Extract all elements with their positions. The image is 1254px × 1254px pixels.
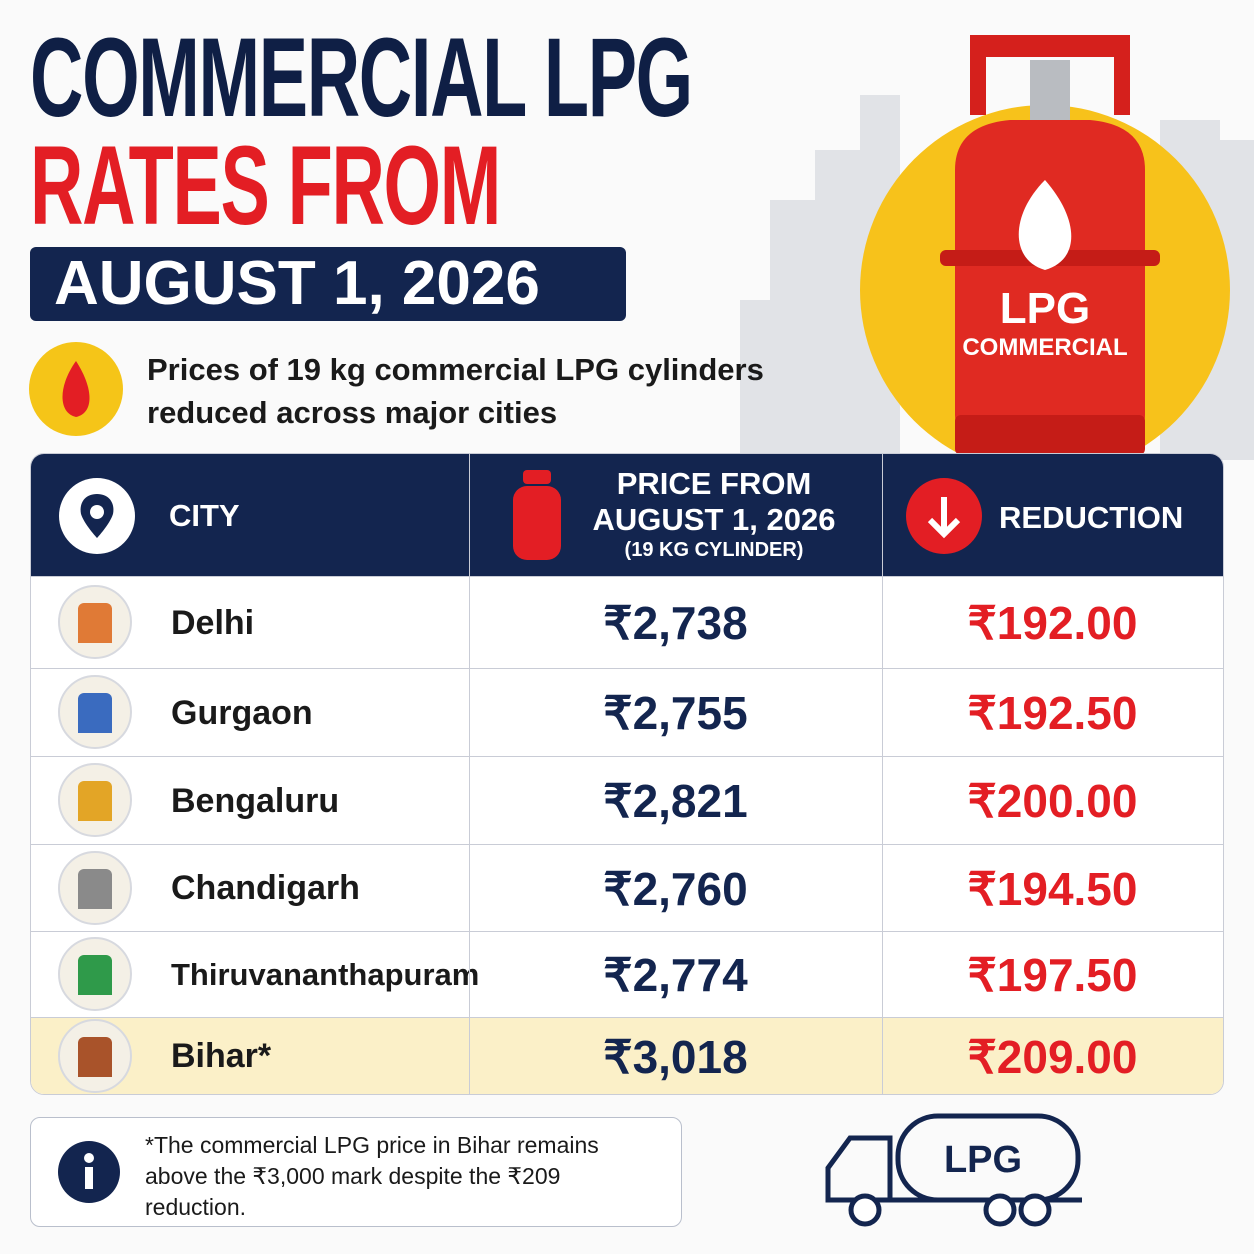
price: ₹3,018 — [603, 1030, 748, 1083]
info-icon — [58, 1141, 120, 1203]
footnote: *The commercial LPG price in Bihar remai… — [145, 1132, 599, 1220]
city-name: Gurgaon — [171, 693, 313, 732]
flame-icon — [29, 342, 123, 436]
price-table: CITY PRICE FROM AUGUST 1, 2026 (19 KG CY… — [30, 453, 1224, 1095]
city-name: Chandigarh — [171, 869, 360, 907]
subtitle-line: reduced across major cities — [147, 395, 558, 430]
price-header: PRICE FROM AUGUST 1, 2026 (19 KG CYLINDE… — [569, 466, 859, 562]
city-header: CITY — [169, 498, 240, 533]
city-icon-shape — [78, 955, 112, 995]
reduction: ₹200.00 — [967, 775, 1138, 827]
reduction: ₹192.50 — [967, 687, 1138, 739]
table-row: Thiruvananthapuram ₹2,774 ₹197.50 — [31, 931, 1223, 1018]
reduction: ₹194.50 — [967, 862, 1138, 915]
price: ₹2,821 — [603, 775, 748, 827]
title-line1: COMMERCIAL LPG — [30, 15, 693, 140]
city-icon-shape — [78, 603, 112, 643]
subtitle: Prices of 19 kg commercial LPG cylinders… — [147, 348, 764, 434]
column-divider — [469, 454, 470, 1094]
city-icon — [58, 937, 132, 1011]
price: ₹2,760 — [603, 862, 748, 915]
city-name: Thiruvananthapuram — [171, 957, 480, 992]
table-header: CITY PRICE FROM AUGUST 1, 2026 (19 KG CY… — [31, 454, 1223, 576]
reduction-header: REDUCTION — [999, 500, 1184, 535]
city-name: Delhi — [171, 603, 255, 642]
price: ₹2,755 — [603, 687, 748, 739]
truck-icon: LPG — [825, 1113, 1082, 1227]
city-name: Bihar* — [171, 1037, 272, 1075]
city-icon-shape — [78, 868, 112, 909]
date-banner: AUGUST 1, 2026 — [30, 247, 626, 321]
city-icon — [58, 763, 132, 837]
reduction: ₹209.00 — [967, 1030, 1138, 1083]
footnote-box: *The commercial LPG price in Bihar remai… — [30, 1117, 682, 1227]
table-row: Gurgaon ₹2,755 ₹192.50 — [31, 668, 1223, 757]
city-icon — [58, 850, 132, 925]
city-icon-shape — [78, 693, 112, 733]
location-icon — [59, 478, 135, 554]
table-row: Bengaluru ₹2,821 ₹200.00 — [31, 756, 1223, 845]
reduction: ₹192.00 — [967, 597, 1138, 649]
price-header-line: (19 KG CYLINDER) — [624, 539, 804, 561]
price: ₹2,774 — [603, 949, 748, 1001]
cylinder-graphic: LPG COMMERCIAL — [860, 35, 1230, 460]
down-arrow-icon — [906, 478, 982, 554]
city-icon — [58, 1018, 132, 1093]
cylinder-label: LPG — [1000, 284, 1090, 333]
table-row: Bihar* ₹3,018 ₹209.00 — [31, 1017, 1223, 1094]
price-header-line: PRICE FROM — [616, 466, 812, 501]
title-line2: RATES FROM — [30, 123, 501, 248]
city-icon — [58, 585, 132, 659]
price: ₹2,738 — [603, 597, 748, 649]
city-icon — [58, 675, 132, 749]
city-name: Bengaluru — [171, 781, 340, 820]
table-row: Delhi ₹2,738 ₹192.00 — [31, 576, 1223, 669]
price-header-line: AUGUST 1, 2026 — [592, 502, 836, 537]
reduction: ₹197.50 — [967, 949, 1138, 1001]
truck-label: LPG — [944, 1139, 1022, 1181]
subtitle-line: Prices of 19 kg commercial LPG cylinders — [147, 352, 764, 387]
cylinder-icon — [513, 470, 561, 560]
city-icon-shape — [78, 1036, 112, 1077]
column-divider — [882, 454, 883, 1094]
table-row: Chandigarh ₹2,760 ₹194.50 — [31, 844, 1223, 932]
cylinder-sublabel: COMMERCIAL — [962, 334, 1127, 361]
city-icon-shape — [78, 781, 112, 821]
